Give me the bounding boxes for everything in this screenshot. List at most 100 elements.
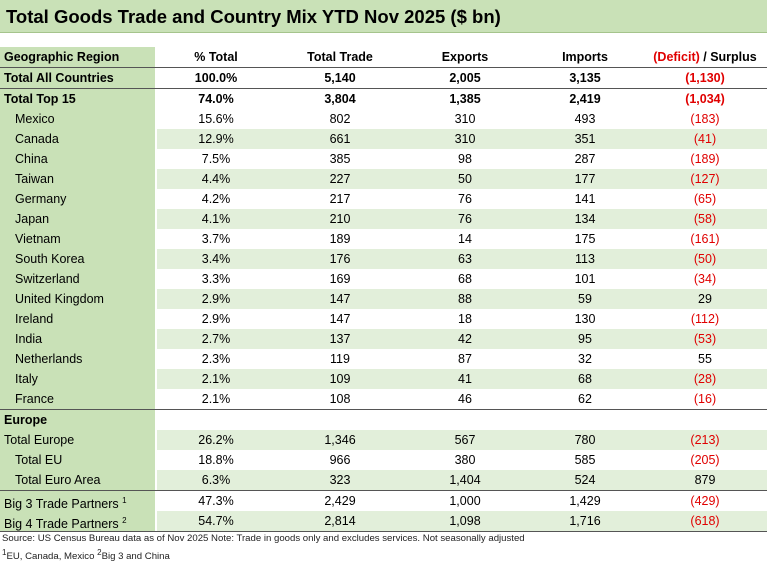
europe-section-header: Europe (0, 409, 767, 430)
row-label: Germany (15, 192, 67, 206)
balance-cell: (58) (693, 212, 717, 226)
exports-cell: 18 (458, 312, 472, 326)
balance-cell: (189) (690, 152, 720, 166)
total-trade-cell: 3,804 (324, 92, 356, 106)
partner-row: Big 3 Trade Partners 1 47.3% 2,429 1,000 1,4… (0, 490, 767, 511)
header-surplus: / Surplus (699, 50, 757, 64)
imports-cell: 175 (574, 232, 596, 246)
row-label: China (15, 152, 48, 166)
page-title: Total Goods Trade and Country Mix YTD No… (0, 0, 767, 33)
balance-cell: (183) (690, 112, 720, 126)
balance-cell: 29 (698, 292, 712, 306)
total-trade-cell: 109 (329, 372, 351, 386)
header-total-trade: Total Trade (307, 50, 373, 64)
country-row: Japan 4.1% 210 76 134 (58) (0, 209, 767, 229)
total-all-row: Total All Countries 100.0% 5,140 2,005 3,135… (0, 68, 767, 89)
row-label: Italy (15, 372, 38, 386)
exports-cell: 50 (458, 172, 472, 186)
row-label: Total Europe (4, 433, 75, 447)
balance-cell: (213) (690, 433, 720, 447)
total-trade-cell: 147 (329, 292, 351, 306)
imports-cell: 32 (578, 352, 592, 366)
balance-cell: (53) (693, 332, 717, 346)
total-trade-cell: 802 (329, 112, 351, 126)
exports-cell: 88 (458, 292, 472, 306)
exports-cell: 1,000 (449, 494, 481, 508)
imports-cell: 351 (574, 132, 596, 146)
imports-cell: 130 (574, 312, 596, 326)
table-header-row: Geographic Region % Total Total Trade Ex… (0, 47, 767, 68)
header-deficit: (Deficit) (653, 50, 700, 64)
imports-cell: 524 (574, 473, 596, 487)
exports-cell: 68 (458, 272, 472, 286)
total-trade-cell: 227 (329, 172, 351, 186)
balance-cell: (34) (693, 272, 717, 286)
total-trade-cell: 119 (330, 352, 350, 366)
exports-cell: 63 (458, 252, 472, 266)
row-label: India (15, 332, 43, 346)
balance-cell: (16) (693, 392, 717, 406)
imports-cell: 95 (578, 332, 592, 346)
total-trade-cell: 1,346 (324, 433, 356, 447)
exports-cell: 46 (458, 392, 472, 406)
country-row: China 7.5% 385 98 287 (189) (0, 149, 767, 169)
partner-row: Big 4 Trade Partners 2 54.7% 2,814 1,098 1,7… (0, 511, 767, 532)
row-label: Japan (15, 212, 50, 226)
pct-cell: 4.2% (201, 192, 231, 206)
country-row: Germany 4.2% 217 76 141 (65) (0, 189, 767, 209)
header-balance: (Deficit) / Surplus (645, 47, 765, 67)
imports-cell: 493 (574, 112, 596, 126)
balance-cell: (41) (693, 132, 717, 146)
total-trade-cell: 169 (329, 272, 351, 286)
pct-cell: 100.0% (194, 71, 238, 85)
country-row: Canada 12.9% 661 310 351 (41) (0, 129, 767, 149)
total-trade-cell: 966 (329, 453, 351, 467)
row-label: Vietnam (15, 232, 61, 246)
header-pct-total: % Total (194, 50, 238, 64)
total-trade-cell: 108 (329, 392, 351, 406)
header-imports: Imports (562, 50, 608, 64)
country-row: India 2.7% 137 42 95 (53) (0, 329, 767, 349)
header-exports: Exports (441, 50, 489, 64)
row-label: France (15, 392, 54, 406)
pct-cell: 3.4% (201, 252, 231, 266)
exports-cell: 310 (454, 112, 476, 126)
total-trade-cell: 189 (329, 232, 351, 246)
europe-row: Total Europe 26.2% 1,346 567 780 (213) (0, 430, 767, 450)
country-row: Ireland 2.9% 147 18 130 (112) (0, 309, 767, 329)
country-row: Mexico 15.6% 802 310 493 (183) (0, 109, 767, 129)
pct-cell: 2.9% (201, 292, 231, 306)
pct-cell: 3.7% (201, 232, 231, 246)
imports-cell: 2,419 (569, 92, 601, 106)
exports-cell: 41 (458, 372, 472, 386)
exports-cell: 76 (458, 192, 472, 206)
trade-table: Geographic Region % Total Total Trade Ex… (0, 47, 767, 532)
pct-cell: 4.4% (201, 172, 231, 186)
total-trade-cell: 2,814 (324, 514, 356, 528)
pct-cell: 54.7% (198, 514, 234, 528)
exports-cell: 2,005 (449, 71, 481, 85)
total-trade-cell: 217 (329, 192, 351, 206)
pct-cell: 12.9% (198, 132, 234, 146)
exports-cell: 76 (458, 212, 472, 226)
pct-cell: 2.1% (201, 392, 231, 406)
total-trade-cell: 323 (329, 473, 351, 487)
imports-cell: 585 (574, 453, 596, 467)
row-label: Taiwan (15, 172, 54, 186)
country-row: Italy 2.1% 109 41 68 (28) (0, 369, 767, 389)
pct-cell: 2.3% (201, 352, 231, 366)
exports-cell: 380 (454, 453, 476, 467)
exports-cell: 14 (458, 232, 472, 246)
exports-cell: 1,385 (449, 92, 481, 106)
source-note: Source: US Census Bureau data as of Nov … (2, 533, 525, 544)
exports-cell: 87 (458, 352, 472, 366)
balance-cell: (28) (693, 372, 717, 386)
balance-cell: (1,034) (685, 92, 725, 106)
country-row: Vietnam 3.7% 189 14 175 (161) (0, 229, 767, 249)
total-trade-cell: 147 (329, 312, 351, 326)
exports-cell: 1,404 (449, 473, 481, 487)
pct-cell: 2.9% (201, 312, 231, 326)
pct-cell: 26.2% (198, 433, 234, 447)
pct-cell: 7.5% (201, 152, 231, 166)
europe-row: Total Euro Area 6.3% 323 1,404 524 879 (0, 470, 767, 490)
